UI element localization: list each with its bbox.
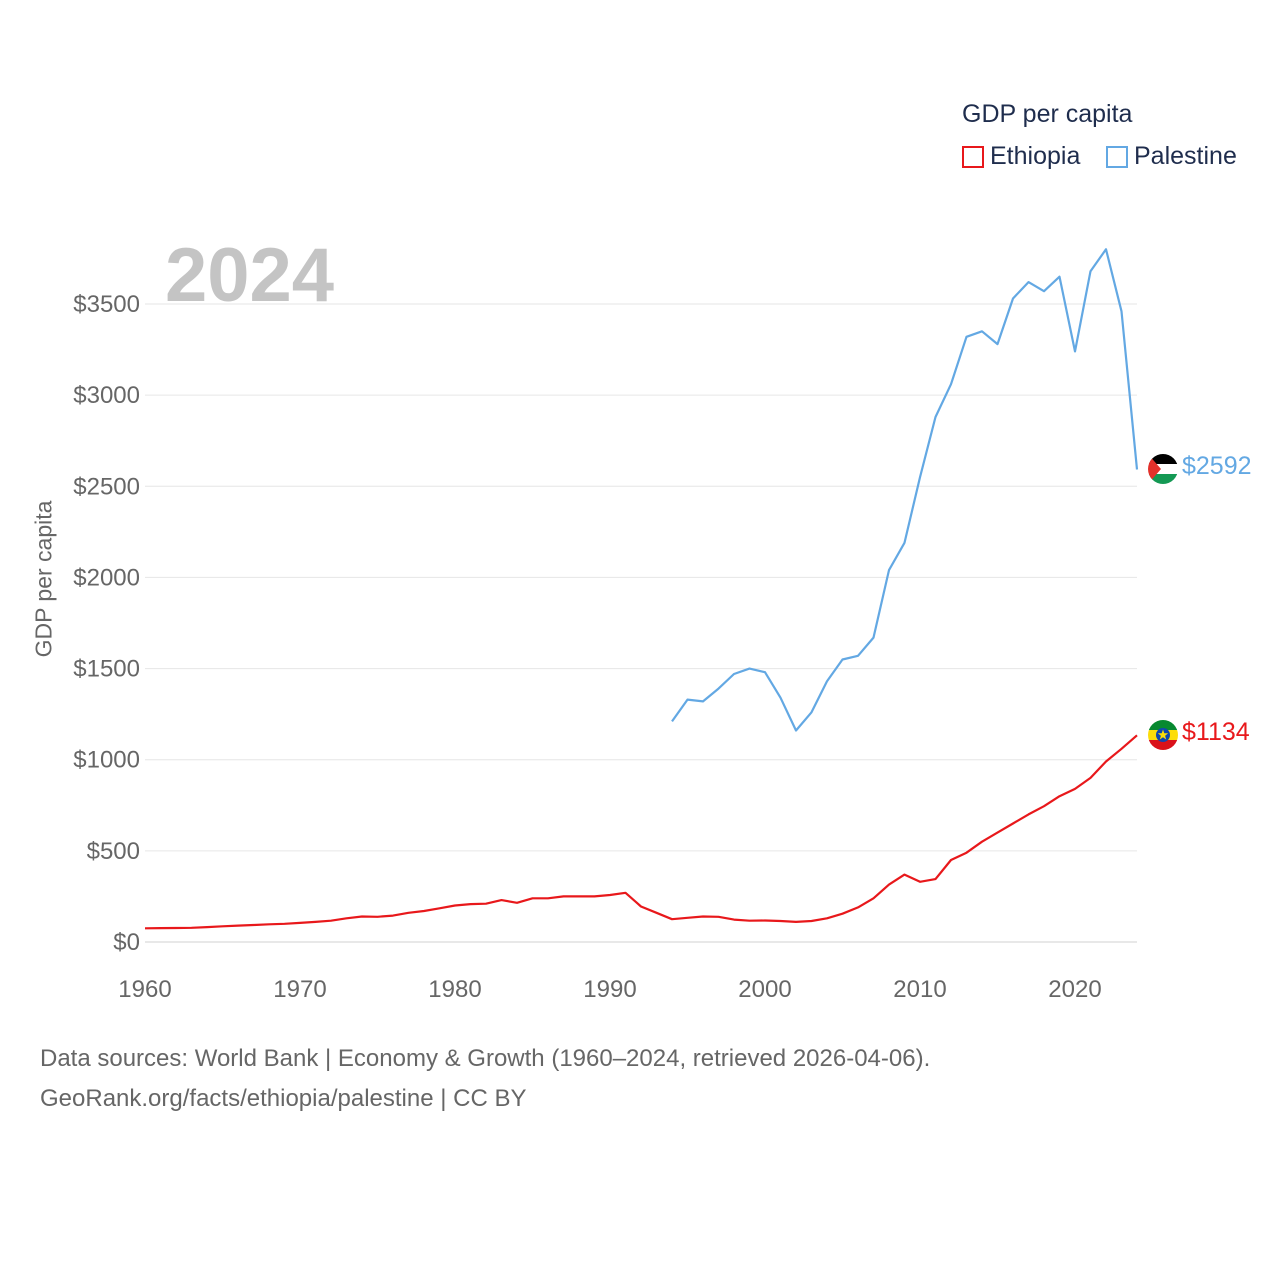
y-tick-label: $500 [87, 838, 140, 865]
gridlines [145, 303, 1137, 943]
y-tick-label: $2500 [73, 473, 140, 500]
x-tick-label: 1960 [118, 976, 171, 1003]
series-line-palestine [671, 248, 1139, 732]
x-tick-label: 2000 [738, 976, 791, 1003]
legend-item-ethiopia[interactable]: Ethiopia [962, 142, 1080, 171]
palestine-flag-icon [1148, 454, 1178, 484]
legend-swatch-palestine [1106, 145, 1128, 168]
legend-swatch-ethiopia [962, 145, 984, 168]
legend-label-palestine: Palestine [1134, 142, 1237, 170]
end-label-palestine: $2592 [1182, 452, 1252, 480]
legend-item-palestine[interactable]: Palestine [1106, 142, 1237, 171]
series-lines [144, 248, 1139, 930]
series-line-ethiopia [144, 734, 1138, 930]
year-label: 2024 [165, 233, 335, 318]
y-tick-label: $2000 [73, 564, 140, 591]
x-axis-ticks: 1960 1970 1980 1990 2000 2010 2020 [118, 976, 1101, 1003]
x-tick-label: 1980 [428, 976, 481, 1003]
ethiopia-flag-icon [1148, 720, 1178, 750]
footer-sources: Data sources: World Bank | Economy & Gro… [40, 1045, 931, 1072]
y-tick-label: $1000 [73, 747, 140, 774]
y-tick-label: $0 [113, 929, 140, 956]
y-tick-label: $3500 [73, 291, 140, 318]
y-axis-label: GDP per capita [30, 500, 57, 658]
x-tick-label: 1970 [273, 976, 326, 1003]
legend-title: GDP per capita [962, 100, 1133, 128]
x-tick-label: 2010 [893, 976, 946, 1003]
x-tick-label: 1990 [583, 976, 636, 1003]
legend-label-ethiopia: Ethiopia [990, 142, 1081, 170]
y-tick-label: $1500 [73, 656, 140, 683]
y-axis-ticks: $0 $500 $1000 $1500 $2000 $2500 $3000 $3500 [73, 291, 140, 956]
x-tick-label: 2020 [1048, 976, 1101, 1003]
y-tick-label: $3000 [73, 382, 140, 409]
footer-attribution[interactable]: GeoRank.org/facts/ethiopia/palestine | C… [40, 1085, 527, 1112]
end-label-ethiopia: $1134 [1182, 718, 1250, 746]
